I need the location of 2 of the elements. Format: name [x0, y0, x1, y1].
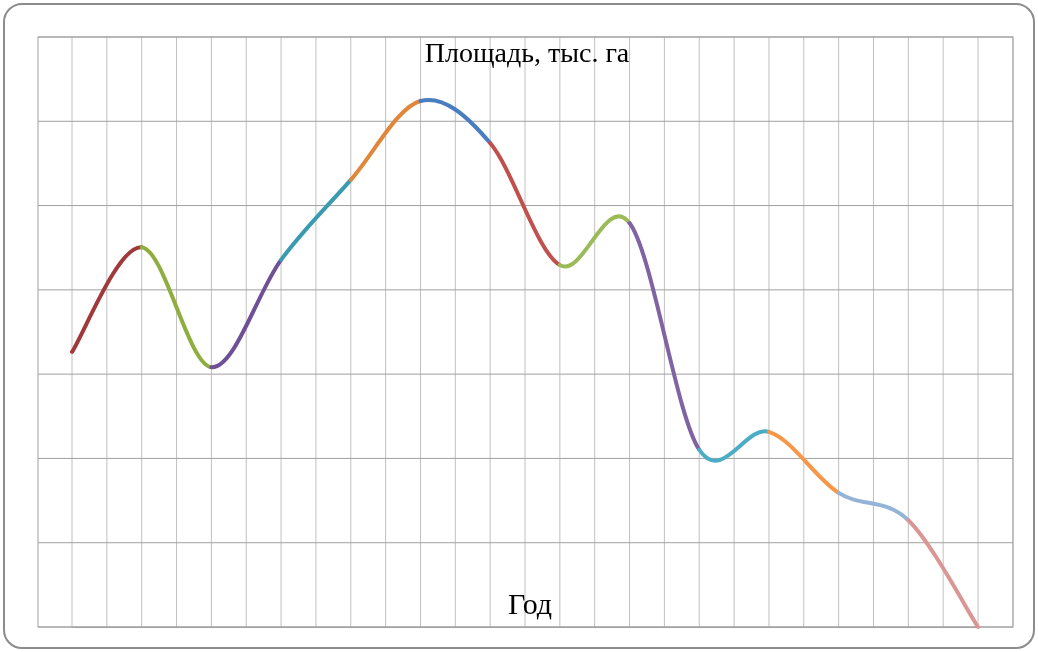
chart-title: Площадь, тыс. га [424, 37, 630, 68]
x-axis-title: Год [507, 587, 553, 620]
